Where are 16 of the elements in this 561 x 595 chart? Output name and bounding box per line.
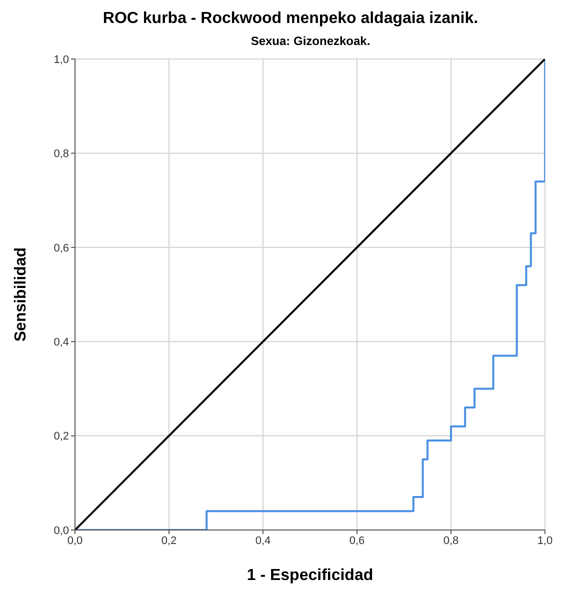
- y-tick-label: 0,6: [54, 242, 69, 254]
- x-tick-label: 0,4: [255, 534, 271, 547]
- chart-title: ROC kurba - Rockwood menpeko aldagaia izanik.: [102, 9, 480, 29]
- y-tick-label: 0,2: [54, 430, 69, 443]
- y-tick-label: 0,0: [54, 524, 69, 537]
- y-tick-label: 0,8: [54, 148, 69, 160]
- y-axis-title: Sensibilidad: [12, 247, 30, 342]
- x-tick-label: 0,6: [349, 534, 365, 547]
- x-tick-label: 0,0: [67, 534, 83, 547]
- y-tick-label: 1,0: [54, 54, 69, 66]
- x-axis-title: 1 - Especificidad: [246, 567, 374, 584]
- x-tick-label: 1,0: [537, 534, 553, 547]
- x-tick-label: 0,2: [161, 534, 177, 547]
- x-tick-label: 0,8: [443, 534, 459, 547]
- y-tick-label: 0,4: [54, 336, 69, 349]
- chart-subtitle: Sexua: Gizonezkoak.: [250, 34, 372, 50]
